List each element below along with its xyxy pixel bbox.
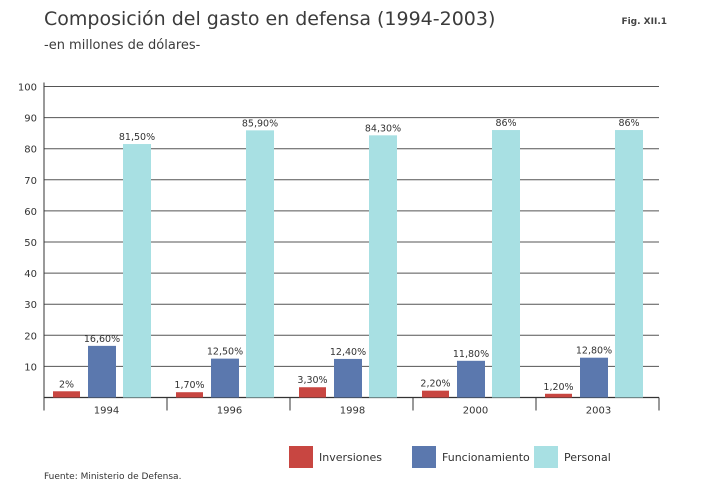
data-label: 86% [618, 118, 639, 129]
data-label: 12,40% [330, 347, 366, 358]
y-tick-label: 20 [24, 331, 37, 342]
chart-title: Composición del gasto en defensa (1994-2… [44, 8, 496, 30]
legend-label-personal: Personal [564, 450, 611, 464]
x-tick-label: 1994 [94, 406, 119, 417]
source-note: Fuente: Ministerio de Defensa. [44, 472, 182, 482]
legend-label-funcionamiento: Funcionamiento [442, 450, 530, 464]
data-label: 12,80% [576, 346, 612, 357]
data-label: 1,70% [174, 380, 204, 391]
y-tick-label: 70 [24, 176, 37, 187]
figure-label: Fig. XII.1 [621, 17, 667, 27]
y-tick-label: 40 [24, 269, 37, 280]
legend-item-funcionamiento: Funcionamiento [412, 446, 530, 468]
legend-swatch-funcionamiento [412, 446, 436, 468]
data-label: 1,20% [543, 382, 573, 393]
bar-personal [246, 130, 274, 398]
data-label: 16,60% [84, 334, 120, 345]
bar-inversiones [53, 391, 80, 398]
y-tick-label: 90 [24, 114, 37, 125]
bar-funcionamiento [457, 360, 485, 398]
x-tick-label: 2000 [463, 406, 488, 417]
bar-funcionamiento [211, 358, 239, 398]
y-tick-label: 10 [24, 362, 37, 373]
bar-personal [369, 135, 397, 398]
bar-personal [492, 130, 520, 398]
legend: Inversiones Funcionamiento Personal [0, 446, 719, 470]
legend-label-inversiones: Inversiones [319, 450, 383, 464]
y-tick-label: 50 [24, 238, 37, 249]
bar-funcionamiento [334, 358, 362, 398]
data-label: 2% [59, 379, 74, 390]
x-tick-label: 2003 [586, 406, 611, 417]
bar-inversiones [176, 392, 203, 398]
bar-personal [615, 130, 643, 398]
y-tick-label: 60 [24, 207, 37, 218]
data-label: 86% [495, 118, 516, 129]
bar-personal [123, 144, 151, 398]
x-tick-label: 1996 [217, 406, 242, 417]
chart-subtitle: -en millones de dólares- [44, 38, 201, 53]
bar-inversiones [545, 393, 572, 398]
data-label: 84,30% [365, 123, 401, 134]
legend-swatch-inversiones [289, 446, 313, 468]
x-tick-label: 1998 [340, 406, 365, 417]
bar-inversiones [299, 387, 326, 398]
data-label: 3,30% [297, 375, 327, 386]
bar-inversiones [422, 390, 449, 398]
data-label: 81,50% [119, 132, 155, 143]
data-label: 2,20% [420, 379, 450, 390]
bar-funcionamiento [580, 357, 608, 398]
data-label: 12,50% [207, 347, 243, 358]
y-tick-label: 30 [24, 300, 37, 311]
legend-item-inversiones: Inversiones [289, 446, 382, 468]
legend-swatch-personal [534, 446, 558, 468]
y-tick-label: 100 [18, 83, 37, 94]
legend-item-personal: Personal [534, 446, 611, 468]
bar-chart: 10 20 30 40 50 60 70 80 90 100 1994 2% 16,60% 81,50% 1… [18, 82, 660, 417]
data-label: 85,90% [242, 118, 278, 129]
bar-funcionamiento [88, 345, 116, 398]
y-tick-label: 80 [24, 145, 37, 156]
data-label: 11,80% [453, 349, 489, 360]
